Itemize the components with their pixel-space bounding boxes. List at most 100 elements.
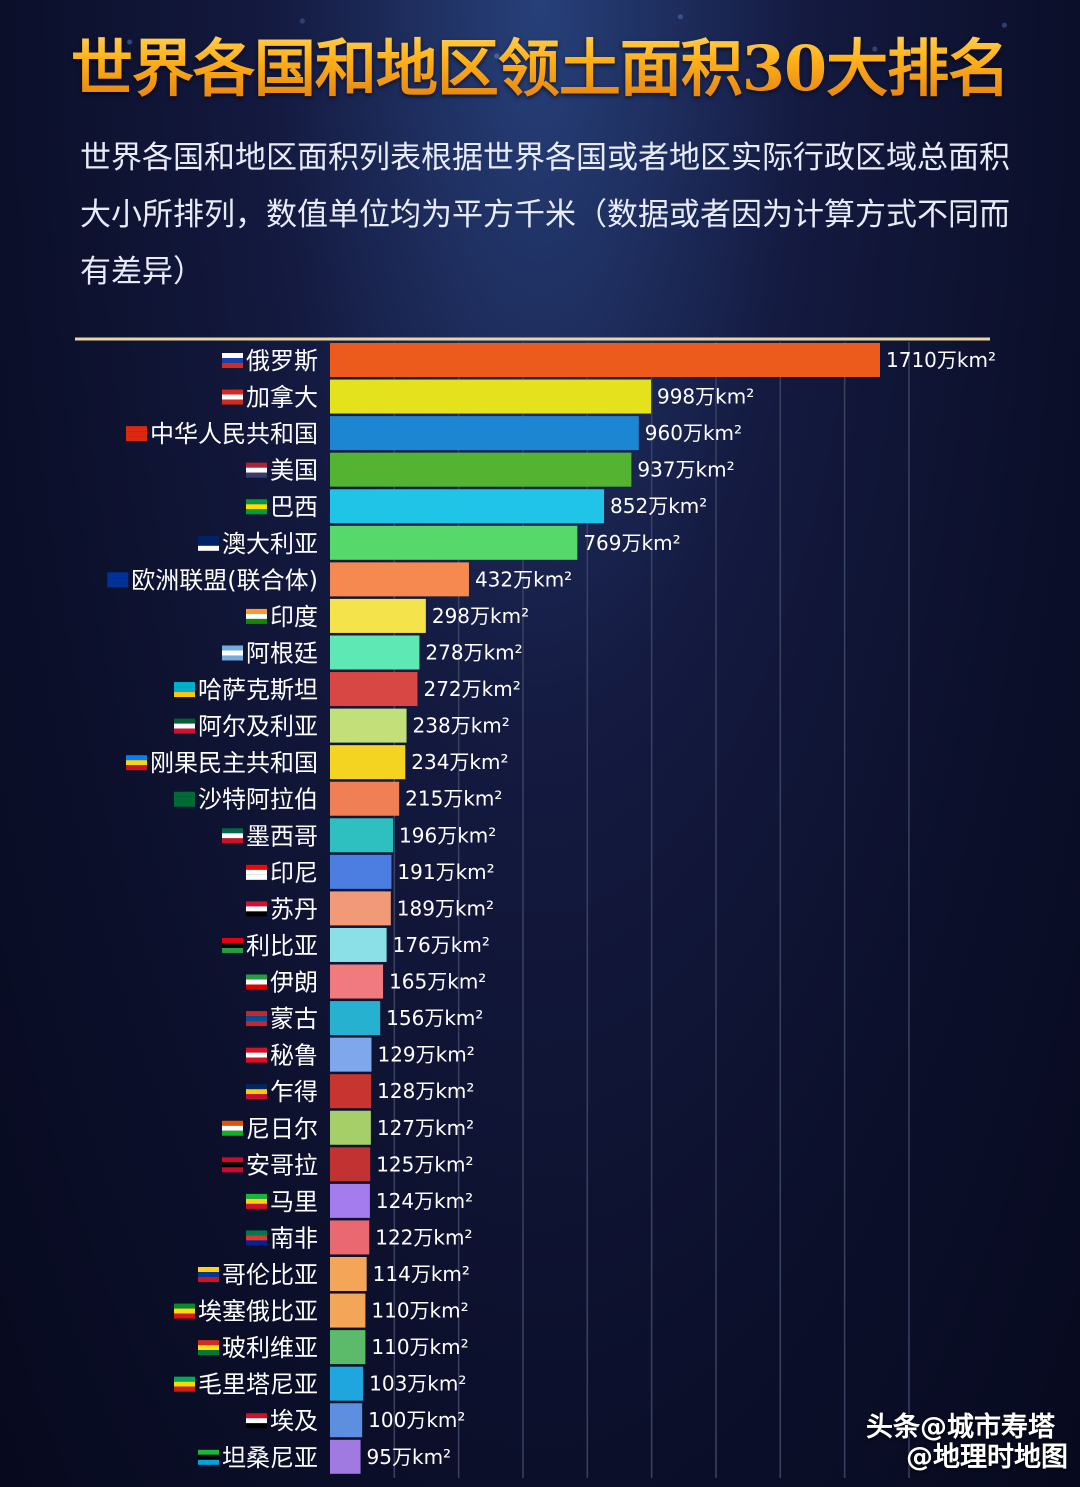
- category-label: 蒙古: [270, 1005, 318, 1033]
- category-label: 阿尔及利亚: [198, 713, 318, 741]
- value-label: 128万km²: [377, 1079, 474, 1103]
- bar: [330, 964, 384, 999]
- australia-flag-icon: [198, 535, 219, 551]
- value-label: 176万km²: [393, 933, 490, 957]
- category-label: 利比亚: [246, 932, 318, 960]
- bar: [330, 818, 394, 853]
- category-label: 阿根廷: [246, 639, 318, 667]
- bar: [330, 1110, 371, 1145]
- bar: [330, 1037, 372, 1072]
- bar: [330, 1330, 366, 1365]
- category-label: 秘鲁: [270, 1042, 318, 1070]
- india-flag-icon: [246, 608, 267, 624]
- category-label: 俄罗斯: [246, 347, 318, 375]
- bar: [330, 927, 387, 962]
- bar: [330, 1293, 366, 1328]
- value-label: 960万km²: [645, 421, 742, 445]
- value-label: 215万km²: [405, 787, 502, 811]
- bar: [330, 1439, 361, 1474]
- value-label: 769万km²: [583, 531, 680, 555]
- value-label: 165万km²: [389, 970, 486, 994]
- watermark-line-1: 头条@城市寿塔: [866, 1412, 1055, 1443]
- chart-title: 世界各国和地区领土面积30大排名: [0, 18, 1080, 108]
- category-label: 伊朗: [270, 969, 318, 997]
- value-label: 110万km²: [371, 1335, 468, 1359]
- category-label: 加拿大: [246, 384, 318, 412]
- category-label: 澳大利亚: [222, 530, 318, 558]
- canada-flag-icon: [222, 389, 243, 405]
- bar: [330, 1366, 364, 1401]
- bar: [330, 562, 469, 597]
- category-label: 埃塞俄比亚: [198, 1298, 318, 1326]
- watermark-line-2: @地理时地图: [906, 1442, 1068, 1473]
- value-label: 189万km²: [397, 896, 494, 920]
- category-label: 美国: [270, 457, 318, 485]
- category-label: 坦桑尼亚: [222, 1444, 318, 1472]
- value-label: 1710万km²: [886, 348, 996, 372]
- value-label: 125万km²: [376, 1152, 473, 1176]
- china-flag-icon: [126, 426, 147, 442]
- bar: [330, 525, 578, 560]
- category-label: 哈萨克斯坦: [198, 676, 318, 704]
- iran-flag-icon: [246, 974, 267, 990]
- bar: [330, 343, 880, 377]
- category-label: 中华人民共和国: [150, 420, 318, 448]
- bolivia-flag-icon: [198, 1340, 219, 1356]
- bar: [330, 1001, 381, 1036]
- value-label: 156万km²: [386, 1006, 483, 1030]
- value-label: 272万km²: [423, 677, 520, 701]
- watermark: 头条@城市寿塔 @地理时地图: [866, 1413, 1068, 1473]
- value-label: 110万km²: [371, 1299, 468, 1323]
- category-label: 乍得: [270, 1078, 318, 1106]
- brazil-flag-icon: [246, 499, 267, 515]
- tanzania-flag-icon: [198, 1449, 219, 1465]
- bar: [330, 745, 406, 780]
- mali-flag-icon: [246, 1193, 267, 1209]
- category-label: 哥伦比亚: [222, 1261, 318, 1289]
- value-label: 998万km²: [657, 385, 754, 409]
- value-label: 124万km²: [376, 1189, 473, 1213]
- bar: [330, 598, 426, 633]
- value-label: 432万km²: [475, 567, 572, 591]
- eu-flag-icon: [107, 572, 129, 588]
- category-label: 尼日尔: [246, 1115, 318, 1143]
- peru-flag-icon: [246, 1047, 267, 1063]
- value-label: 100万km²: [368, 1408, 465, 1432]
- category-label: 玻利维亚: [222, 1334, 318, 1362]
- bar: [330, 416, 639, 451]
- category-label: 马里: [270, 1188, 318, 1216]
- bar: [330, 1403, 363, 1438]
- angola-flag-icon: [222, 1157, 243, 1173]
- bar: [330, 1147, 371, 1182]
- value-label: 278万km²: [425, 640, 522, 664]
- category-label: 毛里塔尼亚: [198, 1371, 318, 1399]
- russia-flag-icon: [222, 353, 243, 368]
- mexico-flag-icon: [222, 828, 243, 844]
- niger-flag-icon: [222, 1120, 243, 1136]
- saudi-flag-icon: [174, 791, 195, 807]
- mauritania-flag-icon: [174, 1376, 195, 1392]
- category-label: 苏丹: [270, 895, 318, 923]
- category-label: 安哥拉: [246, 1151, 318, 1179]
- category-label: 埃及: [270, 1407, 318, 1435]
- category-label: 印度: [270, 603, 318, 631]
- bar: [330, 672, 418, 707]
- category-label: 欧洲联盟(联合体): [131, 566, 318, 594]
- category-label: 巴西: [270, 493, 318, 521]
- bar: [330, 891, 391, 926]
- value-label: 298万km²: [432, 604, 529, 628]
- bar: [330, 452, 632, 487]
- bar: [330, 854, 392, 889]
- value-label: 103万km²: [369, 1372, 466, 1396]
- kazakhstan-flag-icon: [174, 682, 195, 698]
- chart-subtitle: 世界各国和地区面积列表根据世界各国或者地区实际行政区域总面积大小所排列，数值单位…: [80, 140, 1010, 290]
- value-label: 234万km²: [411, 750, 508, 774]
- drc-flag-icon: [126, 755, 147, 771]
- value-label: 191万km²: [397, 860, 494, 884]
- chad-flag-icon: [246, 1084, 267, 1100]
- bar: [330, 1183, 370, 1218]
- value-label: 129万km²: [377, 1043, 474, 1067]
- value-label: 238万km²: [413, 714, 510, 738]
- south-africa-flag-icon: [246, 1230, 267, 1246]
- value-label: 114万km²: [373, 1262, 470, 1286]
